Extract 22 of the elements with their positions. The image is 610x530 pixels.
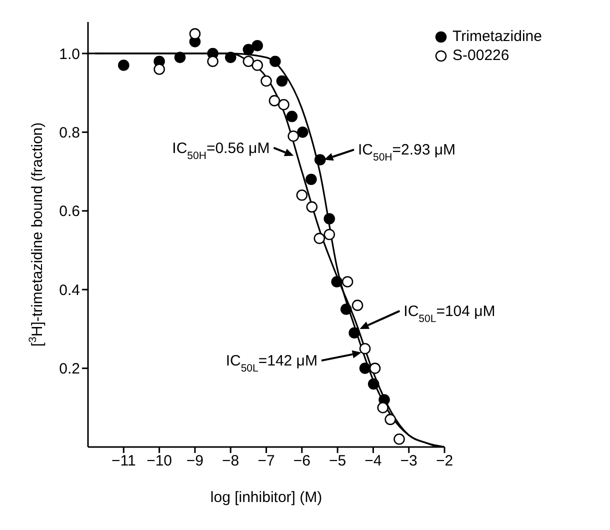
legend-label: Trimetazidine (452, 28, 542, 45)
x-tick-label: −3 (400, 452, 418, 470)
y-tick-label: 0.6 (59, 203, 80, 220)
x-tick-label: −4 (364, 452, 382, 470)
x-tick-label: −5 (329, 452, 346, 470)
annotation: IC$_{50H}$=0.56 μM (172, 140, 270, 162)
legend-label: S-00226 (452, 47, 510, 64)
x-tick-label: −8 (222, 452, 240, 470)
y-tick-label: 0.8 (59, 124, 80, 142)
x-tick-label: −2 (436, 452, 454, 470)
x-axis-title: log [inhibitor] (M) (210, 489, 322, 506)
y-tick-label: 0.4 (59, 282, 80, 299)
annotation: IC$_{50L}$=104 μM (404, 302, 496, 325)
x-tick-label: −7 (258, 452, 275, 470)
y-tick-label: 0.2 (59, 360, 80, 378)
x-tick-label: −6 (293, 452, 310, 470)
x-tick-label: −11 (111, 452, 136, 470)
x-tick-label: −10 (146, 452, 172, 470)
annotation: IC$_{50H}$=2.93 μM (358, 142, 456, 164)
annotation: IC$_{50L}$=142 μM (226, 352, 318, 375)
y-tick-label: 1.0 (59, 46, 80, 63)
x-tick-label: −9 (186, 452, 204, 470)
